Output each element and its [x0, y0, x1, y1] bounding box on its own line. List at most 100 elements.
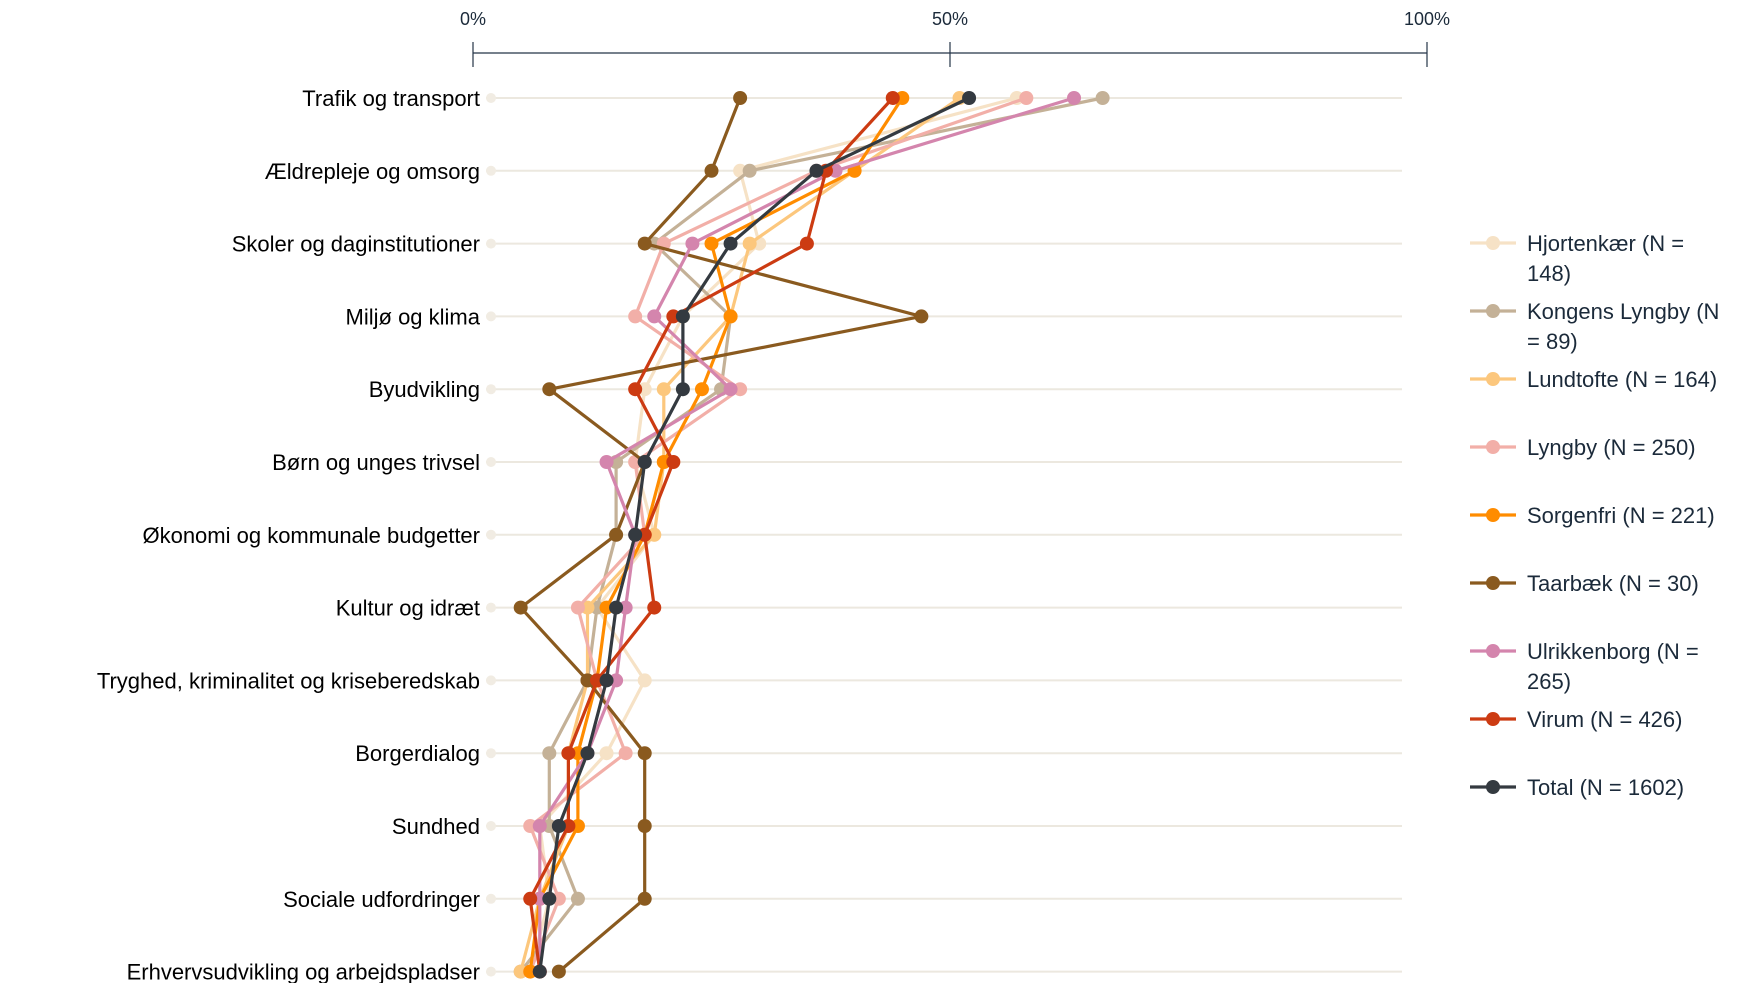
legend-swatch-marker: [1486, 304, 1500, 318]
data-point: [742, 163, 757, 178]
legend-swatch-marker: [1486, 712, 1500, 726]
data-point: [551, 819, 566, 833]
category-labels: Trafik og transport Ældrepleje og omsorg S…: [97, 86, 481, 983]
legend-label: Taarbæk (N = 30): [1527, 571, 1699, 596]
series-total: [532, 91, 977, 979]
data-point: [647, 600, 662, 615]
data-point: [914, 309, 929, 324]
data-point: [723, 309, 738, 324]
category-label: Sociale udfordringer: [283, 887, 480, 912]
legend-item: Hjortenkær (N = 148): [1470, 231, 1684, 286]
category-label: Skoler og daginstitutioner: [232, 232, 480, 257]
legend-item: Lundtofte (N = 164): [1470, 367, 1717, 392]
legend-item: Virum (N = 426): [1470, 707, 1682, 732]
data-point: [609, 527, 624, 542]
category-label: Børn og unges trivsel: [272, 450, 480, 475]
legend-swatch-marker: [1486, 576, 1500, 590]
data-point: [637, 746, 652, 761]
data-point: [609, 600, 624, 615]
gridline-start-dot: [486, 675, 496, 686]
x-tick-label: 100%: [1404, 9, 1450, 29]
data-point: [694, 382, 709, 397]
legend-label: = 89): [1527, 329, 1578, 354]
category-label: Trafik og transport: [302, 86, 480, 111]
gridline-start-dot: [486, 529, 496, 540]
series-lines: [513, 91, 1110, 979]
data-point: [599, 673, 614, 688]
category-label: Tryghed, kriminalitet og kriseberedskab: [97, 668, 480, 693]
legend: Hjortenkær (N = 148) Kongens Lyngby (N = 89…: [1470, 231, 1719, 800]
data-point: [1095, 91, 1110, 105]
legend-item: Taarbæk (N = 30): [1470, 571, 1699, 596]
data-point: [685, 236, 700, 251]
data-point: [628, 309, 643, 324]
data-point: [733, 91, 748, 105]
category-label: Sundhed: [392, 814, 480, 839]
gridline-start-dot: [486, 311, 496, 322]
data-point: [551, 964, 566, 979]
legend-label: Ulrikkenborg (N =: [1527, 639, 1699, 664]
category-label: Ældrepleje og omsorg: [265, 159, 480, 184]
category-label: Miljø og klima: [346, 304, 481, 329]
data-point: [637, 673, 652, 688]
data-point: [885, 91, 900, 105]
data-point: [599, 746, 614, 761]
data-point: [628, 382, 643, 397]
legend-swatch-marker: [1486, 780, 1500, 794]
data-point: [532, 819, 547, 833]
category-label: Erhvervsudvikling og arbejdspladser: [127, 960, 480, 983]
gridline-start-dot: [486, 238, 496, 249]
category-label: Økonomi og kommunale budgetter: [142, 523, 480, 548]
data-point: [542, 746, 557, 761]
data-point: [618, 746, 633, 761]
category-label: Byudvikling: [369, 377, 480, 402]
data-point: [809, 163, 824, 178]
data-point: [962, 91, 977, 105]
legend-label: 148): [1527, 261, 1571, 286]
legend-label: Lundtofte (N = 164): [1527, 367, 1717, 392]
legend-swatch-marker: [1486, 372, 1500, 386]
gridline-start-dot: [486, 384, 496, 395]
data-point: [542, 382, 557, 397]
gridline-start-dot: [486, 821, 496, 831]
data-point: [532, 964, 547, 979]
gridline-start-dot: [486, 93, 496, 103]
data-point: [637, 891, 652, 906]
data-point: [704, 163, 719, 178]
data-point: [570, 891, 585, 906]
legend-swatch-marker: [1486, 236, 1500, 250]
data-point: [561, 746, 576, 761]
category-label: Borgerdialog: [355, 741, 480, 766]
data-point: [580, 746, 595, 761]
gridline-start-dot: [486, 893, 496, 904]
data-point: [723, 382, 738, 397]
data-point: [675, 382, 690, 397]
legend-label: Kongens Lyngby (N: [1527, 299, 1719, 324]
data-point: [1067, 91, 1082, 105]
data-point: [513, 600, 528, 615]
legend-item: Sorgenfri (N = 221): [1470, 503, 1715, 528]
data-point: [637, 819, 652, 833]
data-point: [1019, 91, 1034, 105]
gridline-start-dot: [486, 748, 496, 759]
data-point: [637, 236, 652, 251]
data-point: [799, 236, 814, 251]
x-axis: 0% 50% 100%: [460, 9, 1450, 67]
data-point: [647, 309, 662, 324]
legend-item: Kongens Lyngby (N = 89): [1470, 299, 1719, 354]
gridline-start-dot: [486, 165, 496, 176]
legend-item: Ulrikkenborg (N = 265): [1470, 639, 1699, 694]
data-point: [742, 236, 757, 251]
data-point: [656, 382, 671, 397]
data-point: [675, 309, 690, 324]
data-point: [570, 600, 585, 615]
x-tick-label: 0%: [460, 9, 486, 29]
legend-label: Total (N = 1602): [1527, 775, 1684, 800]
legend-label: Hjortenkær (N =: [1527, 231, 1684, 256]
gridline-start-dot: [486, 457, 496, 467]
legend-swatch-marker: [1486, 508, 1500, 522]
legend-label: Virum (N = 426): [1527, 707, 1682, 732]
gridline-start-dot: [486, 602, 496, 613]
data-point: [542, 891, 557, 906]
data-point: [523, 891, 538, 906]
